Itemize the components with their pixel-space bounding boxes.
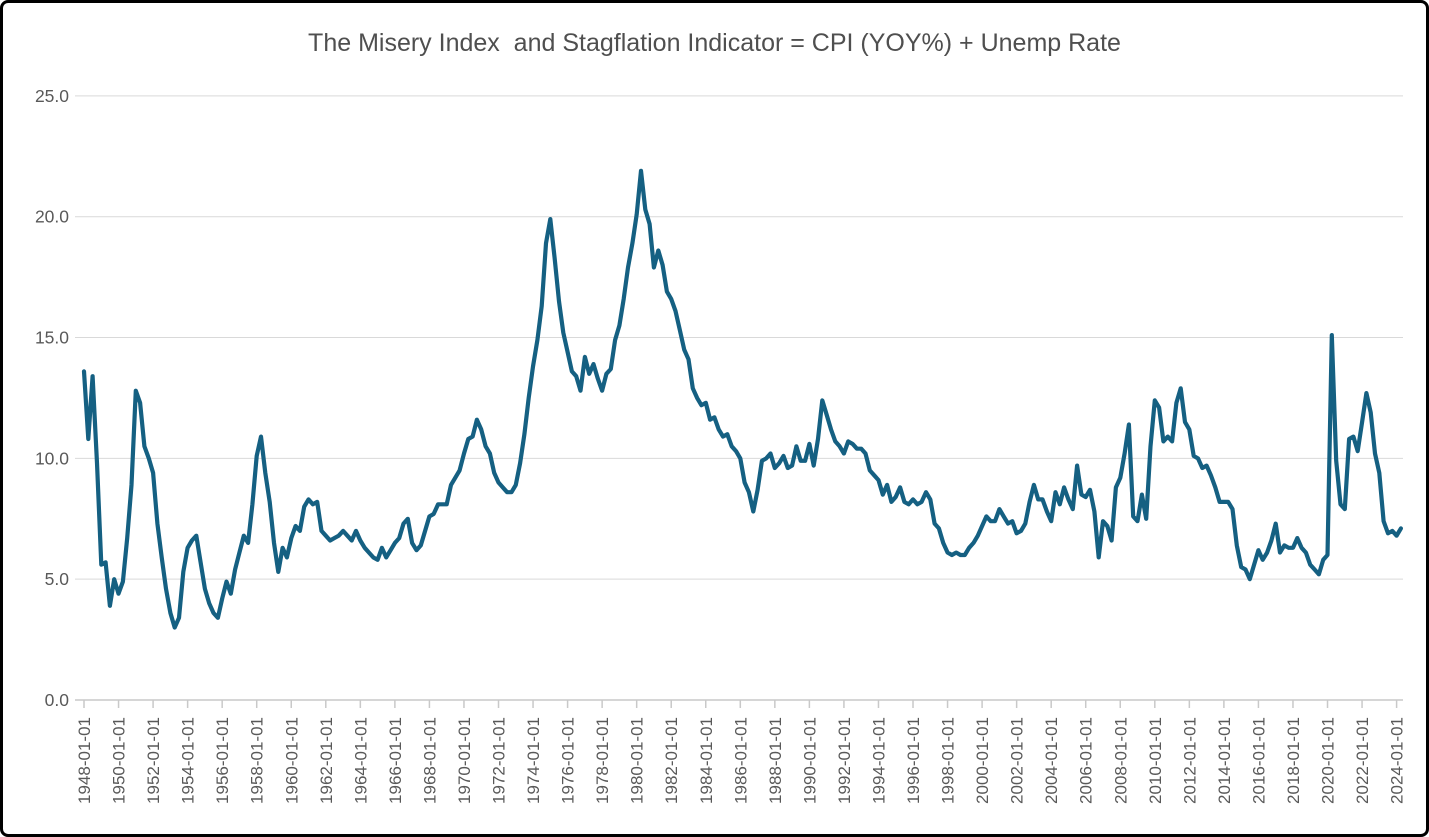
y-axis-labels: 0.0 5.0 10.0 15.0 20.0 25.0 [35, 86, 69, 710]
x-axis-label: 1988-01-01 [766, 717, 785, 804]
x-axis-label: 2010-01-01 [1146, 717, 1165, 804]
x-axis-label: 2024-01-01 [1388, 717, 1407, 804]
misery-index-line-chart: 0.0 5.0 10.0 15.0 20.0 25.0 1948-01-01 1950-01… [35, 86, 1407, 804]
y-axis-label: 10.0 [35, 448, 69, 468]
misery-index-line [81, 168, 1404, 630]
y-axis-label: 25.0 [35, 86, 69, 106]
x-axis-label: 1970-01-01 [455, 717, 474, 804]
x-axis-label: 1956-01-01 [213, 717, 232, 804]
x-axis-label: 2002-01-01 [1008, 717, 1027, 804]
x-axis-label: 1992-01-01 [835, 717, 854, 804]
x-axis-label: 1960-01-01 [282, 717, 301, 804]
x-axis-label: 1968-01-01 [420, 717, 439, 804]
x-axis-labels: 1948-01-01 1950-01-01 1952-01-01 1954-01-01… [75, 717, 1407, 804]
x-axis-label: 2004-01-01 [1042, 717, 1061, 804]
y-axis-label: 5.0 [45, 569, 70, 589]
y-axis-label: 0.0 [45, 690, 70, 710]
x-axis-label: 1972-01-01 [490, 717, 509, 804]
x-axis-label: 1994-01-01 [869, 717, 888, 804]
x-axis-label: 1980-01-01 [628, 717, 647, 804]
x-axis-label: 1948-01-01 [75, 717, 94, 804]
x-axis-label: 1964-01-01 [351, 717, 370, 804]
x-axis-label: 2016-01-01 [1249, 717, 1268, 804]
x-axis-label: 1990-01-01 [800, 717, 819, 804]
x-axis-tick-marks [83, 700, 1398, 708]
x-axis-label: 1984-01-01 [697, 717, 716, 804]
x-axis-label: 1962-01-01 [317, 717, 336, 804]
x-axis-label: 1998-01-01 [939, 717, 958, 804]
x-axis-label: 1958-01-01 [248, 717, 267, 804]
x-axis-label: 1982-01-01 [662, 717, 681, 804]
x-axis-label: 2000-01-01 [973, 717, 992, 804]
x-axis-label: 1950-01-01 [110, 717, 129, 804]
x-axis-label: 2022-01-01 [1353, 717, 1372, 804]
x-axis-label: 2012-01-01 [1180, 717, 1199, 804]
gridlines [75, 95, 1403, 701]
x-axis-label: 1952-01-01 [144, 717, 163, 804]
x-axis-label: 2008-01-01 [1111, 717, 1130, 804]
x-axis-label: 1966-01-01 [386, 717, 405, 804]
x-axis-label: 1976-01-01 [559, 717, 578, 804]
x-axis-label: 2018-01-01 [1284, 717, 1303, 804]
x-axis-label: 1978-01-01 [593, 717, 612, 804]
y-axis-label: 20.0 [35, 207, 69, 227]
x-axis-label: 2020-01-01 [1319, 717, 1338, 804]
y-axis-label: 15.0 [35, 328, 69, 348]
x-axis-label: 1974-01-01 [524, 717, 543, 804]
x-axis-label: 1986-01-01 [731, 717, 750, 804]
x-axis-label: 2006-01-01 [1077, 717, 1096, 804]
x-axis-label: 1954-01-01 [179, 717, 198, 804]
x-axis-label: 1996-01-01 [904, 717, 923, 804]
chart-title: The Misery Index and Stagflation Indicat… [308, 29, 1121, 57]
x-axis-label: 2014-01-01 [1215, 717, 1234, 804]
